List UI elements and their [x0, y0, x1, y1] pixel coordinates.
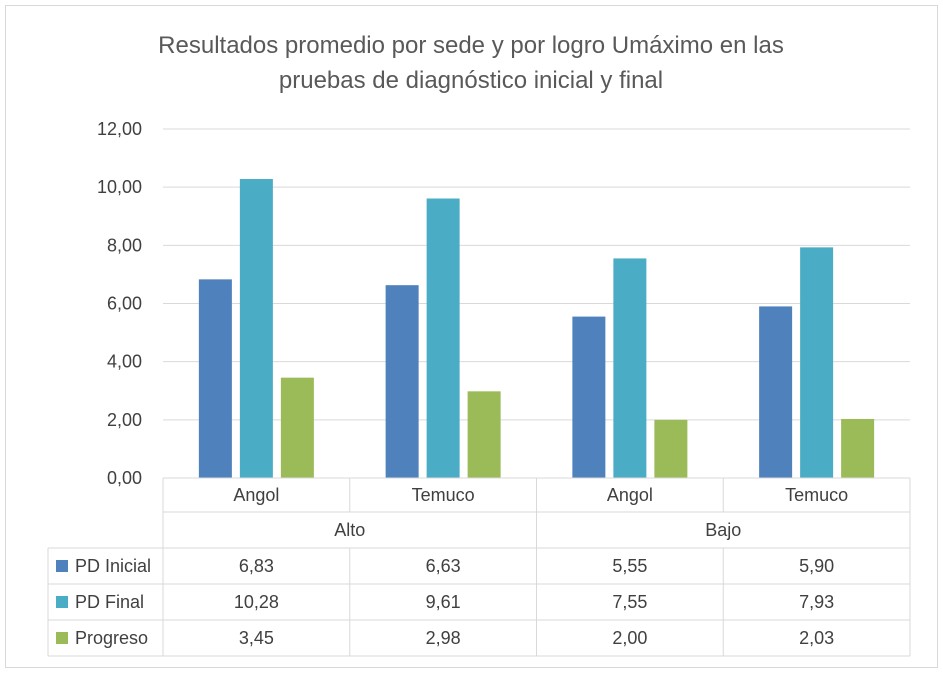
bar-pd-inicial [198, 279, 232, 478]
chart-title-line: pruebas de diagnóstico inicial y final [279, 67, 663, 94]
data-table-cell: 7,93 [799, 592, 834, 612]
y-tick-label: 4,00 [107, 352, 142, 372]
legend-label: Progreso [75, 628, 148, 648]
legend-key [56, 596, 68, 608]
category-label: Temuco [785, 485, 848, 505]
chart-title-line: Resultados promedio por sede y por logro… [158, 32, 784, 59]
category-label: Angol [607, 485, 653, 505]
y-tick-label: 0,00 [107, 468, 142, 488]
data-table-cell: 5,90 [799, 556, 834, 576]
y-tick-label: 10,00 [97, 177, 142, 197]
data-table-cell: 10,28 [234, 592, 279, 612]
bar-pd-inicial [572, 316, 606, 478]
category-label: Angol [233, 485, 279, 505]
legend-key [56, 632, 68, 644]
y-tick-label: 2,00 [107, 410, 142, 430]
data-table-cell: 2,00 [612, 628, 647, 648]
category-label: Temuco [412, 485, 475, 505]
group-label: Alto [334, 520, 365, 540]
y-tick-label: 6,00 [107, 294, 142, 314]
bar-progreso [280, 377, 314, 478]
group-label: Bajo [705, 520, 741, 540]
bar-pd-final [800, 247, 834, 478]
bar-progreso [467, 391, 501, 478]
bar-pd-final [426, 198, 460, 479]
data-table-cell: 2,03 [799, 628, 834, 648]
data-table-cell: 6,63 [426, 556, 461, 576]
data-table-cell: 7,55 [612, 592, 647, 612]
bar-pd-final [239, 179, 273, 479]
y-tick-label: 8,00 [107, 235, 142, 255]
data-table-cell: 5,55 [612, 556, 647, 576]
legend-label: PD Inicial [75, 556, 151, 576]
data-table-cell: 2,98 [426, 628, 461, 648]
data-table-cell: 6,83 [239, 556, 274, 576]
bar-progreso [654, 419, 688, 478]
legend-label: PD Final [75, 592, 144, 612]
bar-pd-inicial [759, 306, 793, 478]
legend-key [56, 560, 68, 572]
bar-pd-inicial [385, 285, 419, 478]
bar-pd-final [613, 258, 647, 478]
data-table-cell: 9,61 [426, 592, 461, 612]
y-tick-label: 12,00 [97, 119, 142, 139]
bar-progreso [841, 418, 875, 478]
data-table-cell: 3,45 [239, 628, 274, 648]
